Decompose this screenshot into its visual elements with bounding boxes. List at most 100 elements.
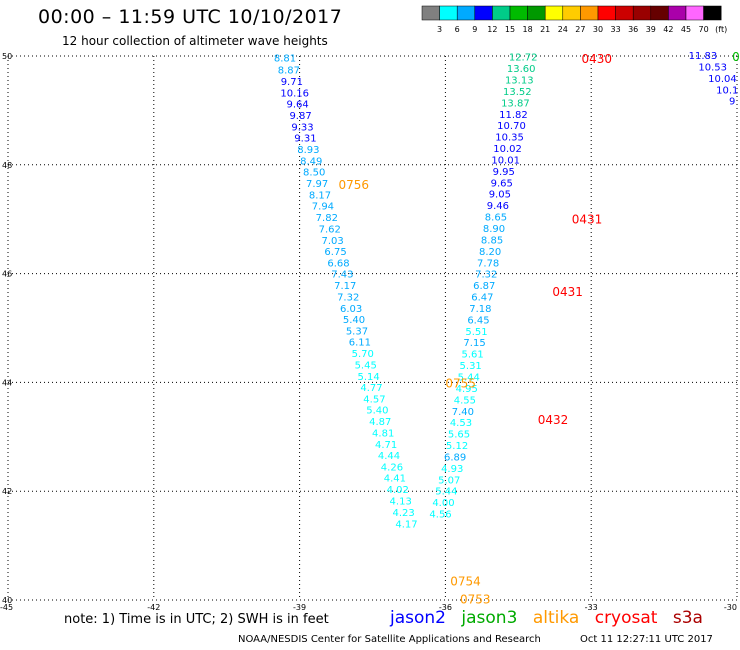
wave-height-value: 4.13	[390, 497, 412, 508]
wave-height-value: 4.26	[381, 462, 403, 473]
wave-height-value: 5.61	[461, 350, 483, 361]
wave-height-value: 4.55	[454, 395, 476, 406]
wave-height-value: 5.07	[438, 475, 460, 486]
x-tick-label: -39	[293, 603, 306, 612]
wave-height-value: 7.78	[477, 258, 499, 269]
y-tick-label: 40	[2, 596, 12, 605]
wave-height-value: 8.20	[479, 247, 501, 258]
x-tick-label: -30	[724, 603, 737, 612]
wave-height-value: 7.18	[469, 304, 491, 315]
wave-height-value: 13.60	[507, 64, 536, 75]
wave-height-value: 10.53	[698, 62, 727, 73]
wave-height-value: 7.32	[337, 293, 359, 304]
scale-tick-label: 21	[540, 25, 550, 34]
legend-jason2: jason2	[390, 608, 446, 628]
pass-time-label: 0755	[445, 376, 476, 390]
wave-height-value: 4.95	[456, 384, 478, 395]
wave-height-value: 7.03	[322, 236, 344, 247]
y-tick-label: 46	[2, 270, 12, 279]
credit-line: NOAA/NESDIS Center for Satellite Applica…	[238, 634, 541, 645]
wave-height-value: 9.46	[487, 201, 509, 212]
x-tick-label: -36	[439, 603, 452, 612]
wave-height-value: 7.82	[316, 213, 338, 224]
wave-height-value: 8.49	[300, 157, 322, 168]
scale-swatch	[703, 5, 722, 21]
wave-height-value: 10.01	[491, 155, 520, 166]
scale-tick-label: 39	[646, 25, 656, 34]
wave-height-value: 9.95	[493, 167, 515, 178]
scale-tick-label: 18	[523, 25, 533, 34]
wave-height-value: 5.40	[366, 406, 388, 417]
scale-tick-label: 70	[699, 25, 709, 34]
wave-height-value: 9.05	[489, 190, 511, 201]
wave-height-value: 4.93	[441, 464, 463, 475]
pass-time-label: 0753	[460, 592, 491, 606]
wave-height-value: 5.70	[352, 349, 374, 360]
wave-height-value: 4.53	[450, 418, 472, 429]
scale-tick-label: 30	[593, 25, 603, 34]
wave-height-value: 6.11	[349, 338, 371, 349]
satellite-legend: jason2 jason3 altika cryosat s3a	[390, 608, 713, 628]
pass-time-label: 0431	[552, 285, 583, 299]
pass-time-label: 0432	[538, 413, 569, 427]
wave-height-value: 5.44	[458, 373, 480, 384]
wave-height-value: 6.03	[340, 304, 362, 315]
wave-height-value: 9.65	[491, 178, 513, 189]
wave-height-value: 7.15	[463, 338, 485, 349]
wave-height-value: 5.65	[448, 430, 470, 441]
wave-height-value: 8.90	[483, 224, 505, 235]
legend-altika: altika	[532, 608, 580, 628]
legend-jason3: jason3	[461, 608, 518, 628]
scale-tick-label: 36	[628, 25, 638, 34]
legend-s3a: s3a	[672, 608, 703, 628]
wave-height-value: 12.72	[509, 53, 538, 64]
wave-height-value: 6.89	[444, 452, 466, 463]
x-tick-label: -42	[147, 603, 160, 612]
wave-height-value: 10.02	[493, 144, 522, 155]
wave-height-value: 9.71	[281, 77, 303, 88]
wave-height-value: 11.83	[689, 51, 718, 62]
x-tick-label: -45	[0, 603, 13, 612]
pass-time-label: 0754	[450, 574, 481, 588]
y-tick-label: 48	[2, 161, 12, 170]
scale-tick-label: 42	[663, 25, 673, 34]
wave-height-value: 7.40	[452, 407, 474, 418]
wave-height-value: 8.50	[303, 167, 325, 178]
page-title: 00:00 – 11:59 UTC 10/10/2017	[38, 6, 343, 28]
y-tick-label: 50	[2, 52, 12, 61]
pass-time-label: 0	[732, 50, 740, 64]
wave-height-value: 7.17	[334, 281, 356, 292]
wave-height-value: 4.57	[363, 394, 385, 405]
wave-height-value: 4.81	[372, 429, 394, 440]
wave-height-value: 7.62	[319, 225, 341, 236]
wave-height-value: 6.47	[471, 293, 493, 304]
wave-height-value: 8.81	[274, 54, 296, 65]
pass-time-label: 0430	[581, 52, 612, 66]
wave-height-value: 5.14	[357, 372, 379, 383]
wave-height-value: 4.71	[375, 440, 397, 451]
wave-height-value: 4.87	[369, 417, 391, 428]
footer-note: note: 1) Time is in UTC; 2) SWH is in fe…	[64, 612, 329, 627]
wave-height-value: 5.44	[435, 487, 457, 498]
scale-tick-label: 45	[681, 25, 691, 34]
wave-height-value: 7.94	[312, 202, 334, 213]
wave-height-value: 5.45	[355, 361, 377, 372]
wave-height-value: 10.04	[708, 74, 737, 85]
wave-height-value: 10.1	[716, 85, 738, 96]
wave-height-value: 10.70	[497, 121, 526, 132]
wave-height-value: 9.64	[287, 99, 309, 110]
wave-height-value: 13.13	[505, 75, 534, 86]
scale-tick-label: 24	[558, 25, 568, 34]
scale-tick-label: 9	[472, 25, 477, 34]
wave-height-value: 7.43	[331, 270, 353, 281]
wave-height-value: 9.33	[291, 122, 313, 133]
wave-height-value: 8.85	[481, 235, 503, 246]
wave-height-value: 13.52	[503, 87, 532, 98]
wave-height-value: 10.16	[280, 89, 309, 100]
y-tick-label: 44	[2, 378, 12, 387]
page-subtitle: 12 hour collection of altimeter wave hei…	[62, 34, 328, 48]
wave-height-value: 8.93	[297, 145, 319, 156]
scale-tick-label: 6	[455, 25, 460, 34]
scale-tick-label: 15	[505, 25, 515, 34]
generated-timestamp: Oct 11 12:27:11 UTC 2017	[580, 634, 713, 645]
